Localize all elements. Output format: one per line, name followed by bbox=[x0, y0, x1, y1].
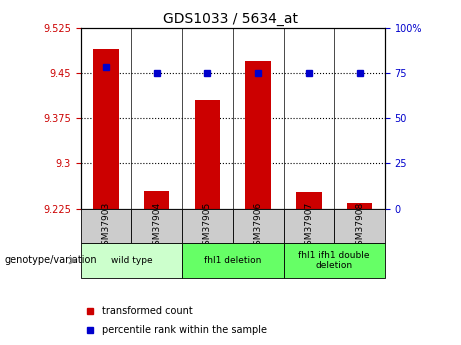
Text: percentile rank within the sample: percentile rank within the sample bbox=[102, 325, 267, 335]
FancyBboxPatch shape bbox=[131, 209, 182, 243]
Text: fhl1 ifh1 double
deletion: fhl1 ifh1 double deletion bbox=[298, 251, 370, 270]
Bar bbox=[195, 100, 220, 209]
FancyBboxPatch shape bbox=[284, 243, 385, 278]
Bar bbox=[245, 61, 271, 209]
Text: GSM37904: GSM37904 bbox=[152, 201, 161, 250]
Text: GSM37906: GSM37906 bbox=[254, 201, 263, 250]
FancyBboxPatch shape bbox=[334, 209, 385, 243]
Text: fhl1 deletion: fhl1 deletion bbox=[204, 256, 261, 265]
FancyBboxPatch shape bbox=[81, 243, 182, 278]
Bar bbox=[296, 193, 322, 209]
Text: GDS1033 / 5634_at: GDS1033 / 5634_at bbox=[163, 12, 298, 26]
Text: GSM37903: GSM37903 bbox=[101, 201, 111, 250]
Text: wild type: wild type bbox=[111, 256, 152, 265]
Bar bbox=[93, 49, 119, 209]
FancyBboxPatch shape bbox=[182, 243, 284, 278]
Text: genotype/variation: genotype/variation bbox=[5, 256, 97, 265]
Bar bbox=[144, 190, 170, 209]
Text: GSM37905: GSM37905 bbox=[203, 201, 212, 250]
FancyBboxPatch shape bbox=[284, 209, 334, 243]
FancyBboxPatch shape bbox=[233, 209, 284, 243]
Text: transformed count: transformed count bbox=[102, 306, 193, 316]
Text: GSM37908: GSM37908 bbox=[355, 201, 364, 250]
Text: GSM37907: GSM37907 bbox=[304, 201, 313, 250]
FancyBboxPatch shape bbox=[182, 209, 233, 243]
FancyBboxPatch shape bbox=[81, 209, 131, 243]
Bar bbox=[347, 203, 372, 209]
